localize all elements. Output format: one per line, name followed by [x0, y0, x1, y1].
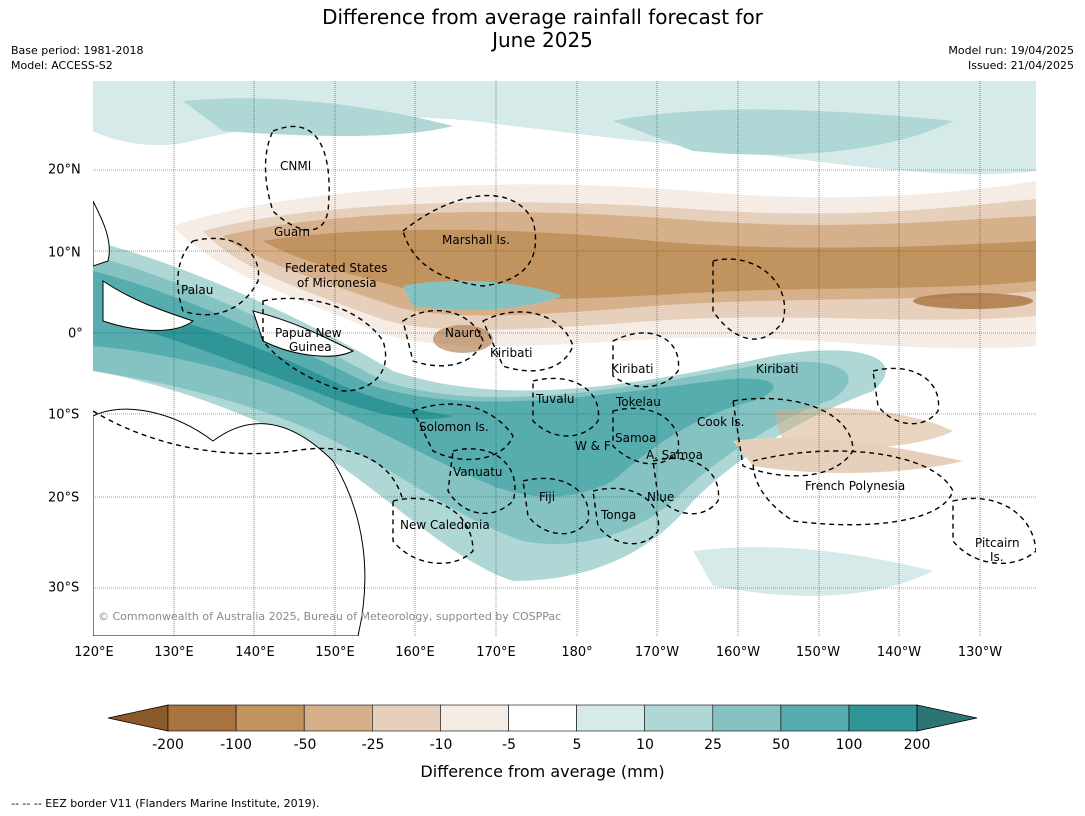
graticule	[93, 81, 1036, 636]
x-tick: 130°W	[957, 645, 1003, 660]
colorbar	[107, 700, 978, 740]
label-tonga: Tonga	[600, 508, 636, 522]
label-cook: Cook Is.	[697, 415, 744, 429]
label-guam: Guam	[274, 225, 310, 239]
colorbar-tick: 5	[572, 737, 582, 753]
map-title: Difference from average rainfall forecas…	[0, 6, 1085, 52]
y-tick: 10°S	[48, 407, 80, 423]
colorbar-tick: 10	[636, 737, 654, 753]
label-palau: Palau	[181, 283, 213, 297]
title-line-2: June 2025	[492, 28, 593, 52]
label-cnmi: CNMI	[280, 159, 311, 173]
copyright-notice: © Commonwealth of Australia 2025, Bureau…	[98, 610, 562, 623]
colorbar-tick: 25	[704, 737, 722, 753]
colorbar-svg	[107, 704, 978, 732]
label-kiribati-central: Kiribati	[611, 362, 653, 376]
meta-right: Model run: 19/04/2025 Issued: 21/04/2025	[948, 43, 1074, 73]
x-tick: 170°W	[634, 645, 680, 660]
label-asamoa: A. Samoa	[646, 448, 703, 462]
x-tick: 140°W	[876, 645, 922, 660]
y-tick: 20°S	[48, 490, 80, 506]
colorbar-cell	[576, 704, 646, 732]
colorbar-tick: 200	[903, 737, 931, 753]
model-run: Model run: 19/04/2025	[948, 44, 1074, 57]
label-samoa: Samoa	[615, 431, 656, 445]
colorbar-label: Difference from average (mm)	[420, 762, 665, 781]
label-kiribati-east: Kiribati	[756, 362, 798, 376]
label-tokelau: Tokelau	[615, 395, 661, 409]
label-vanuatu: Vanuatu	[453, 465, 503, 479]
x-tick: 180°	[561, 645, 593, 660]
x-tick: 150°E	[315, 645, 355, 660]
colorbar-cells	[167, 704, 918, 732]
rainfall-map: CNMI Guam Marshall Is. Federated States …	[93, 81, 1036, 636]
place-labels: CNMI Guam Marshall Is. Federated States …	[181, 159, 1020, 564]
colorbar-cell	[303, 704, 373, 732]
eez-legend: -- -- -- EEZ border V11 (Flanders Marine…	[11, 797, 320, 810]
label-nauru: Nauru	[445, 326, 481, 340]
colorbar-cell	[167, 704, 237, 732]
label-png-2: Guinea	[289, 340, 332, 354]
y-tick: 30°S	[48, 580, 80, 596]
label-kiribati-west: Kiribati	[490, 346, 532, 360]
colorbar-cell	[644, 704, 714, 732]
label-png-1: Papua New	[275, 326, 342, 340]
colorbar-tick: -25	[361, 737, 385, 753]
label-pitcairn-2: Is.	[990, 550, 1004, 564]
land-outlines	[93, 200, 366, 636]
colorbar-tick: -200	[152, 737, 184, 753]
label-fiji: Fiji	[539, 490, 555, 504]
x-tick: 140°E	[235, 645, 275, 660]
label-wf: W & F	[575, 439, 611, 453]
label-solomon: Solomon Is.	[419, 420, 489, 434]
base-period: Base period: 1981-2018	[11, 44, 144, 57]
label-niue: Niue	[647, 490, 674, 504]
x-tick: 130°E	[154, 645, 194, 660]
label-pitcairn-1: Pitcairn	[975, 536, 1020, 550]
colorbar-tick: -10	[429, 737, 453, 753]
x-tick: 160°W	[715, 645, 761, 660]
colorbar-cell	[508, 704, 577, 732]
x-tick: 170°E	[476, 645, 516, 660]
title-line-1: Difference from average rainfall forecas…	[322, 5, 763, 29]
colorbar-cell	[440, 704, 509, 732]
colorbar-cell	[235, 704, 305, 732]
y-tick: 10°N	[48, 245, 81, 261]
meta-left: Base period: 1981-2018 Model: ACCESS-S2	[11, 43, 143, 73]
colorbar-tick: -50	[293, 737, 317, 753]
colorbar-left-arrow	[107, 704, 169, 732]
colorbar-tick: 50	[772, 737, 790, 753]
x-tick: 120°E	[74, 645, 114, 660]
x-tick: 150°W	[795, 645, 841, 660]
colorbar-right-arrow	[916, 704, 978, 732]
issued-date: Issued: 21/04/2025	[967, 59, 1074, 72]
colorbar-tick: -100	[220, 737, 252, 753]
colorbar-tick: -5	[502, 737, 516, 753]
colorbar-cell	[780, 704, 850, 732]
colorbar-cell	[371, 704, 441, 732]
y-tick: 20°N	[48, 162, 81, 178]
label-fsm-1: Federated States	[285, 261, 387, 275]
label-new-caledonia: New Caledonia	[400, 518, 490, 532]
label-french-polynesia: French Polynesia	[805, 479, 905, 493]
label-marshall: Marshall Is.	[442, 233, 510, 247]
map-canvas: CNMI Guam Marshall Is. Federated States …	[93, 81, 1036, 636]
colorbar-cell	[712, 704, 782, 732]
eez-borders	[93, 125, 1036, 564]
x-tick: 160°E	[395, 645, 435, 660]
model-name: Model: ACCESS-S2	[11, 59, 113, 72]
colorbar-tick: 100	[835, 737, 863, 753]
y-tick: 0°	[68, 326, 83, 342]
colorbar-cell	[848, 704, 918, 732]
label-fsm-2: of Micronesia	[297, 276, 377, 290]
label-tuvalu: Tuvalu	[535, 392, 575, 406]
